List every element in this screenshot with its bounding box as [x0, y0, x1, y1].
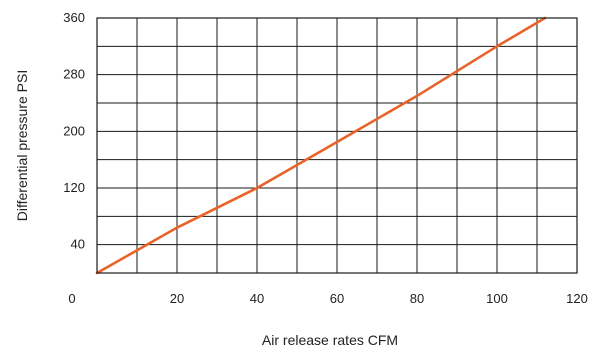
- series-line-0: [95, 16, 547, 275]
- chart-grid: [97, 18, 577, 273]
- x-tick-label: 20: [170, 291, 184, 306]
- x-tick-label: 0: [68, 291, 75, 306]
- y-tick-label: 360: [63, 10, 85, 25]
- y-tick-label: 120: [63, 180, 85, 195]
- x-tick-label: 100: [486, 291, 508, 306]
- x-tick-label: 80: [410, 291, 424, 306]
- y-tick-label: 280: [63, 67, 85, 82]
- x-axis-tick-labels: 0 20 40 60 80 100 120: [68, 291, 587, 306]
- x-axis-title: Air release rates CFM: [262, 332, 398, 348]
- x-tick-label: 120: [566, 291, 588, 306]
- y-axis-title: Differential pressure PSI: [14, 70, 30, 221]
- chart-series: [95, 16, 547, 275]
- x-tick-label: 40: [250, 291, 264, 306]
- y-tick-label: 200: [63, 123, 85, 138]
- y-axis-tick-labels: 40 120 200 280 360: [63, 10, 85, 252]
- x-tick-label: 60: [330, 291, 344, 306]
- y-tick-label: 40: [71, 237, 85, 252]
- plot-frame: [96, 17, 578, 274]
